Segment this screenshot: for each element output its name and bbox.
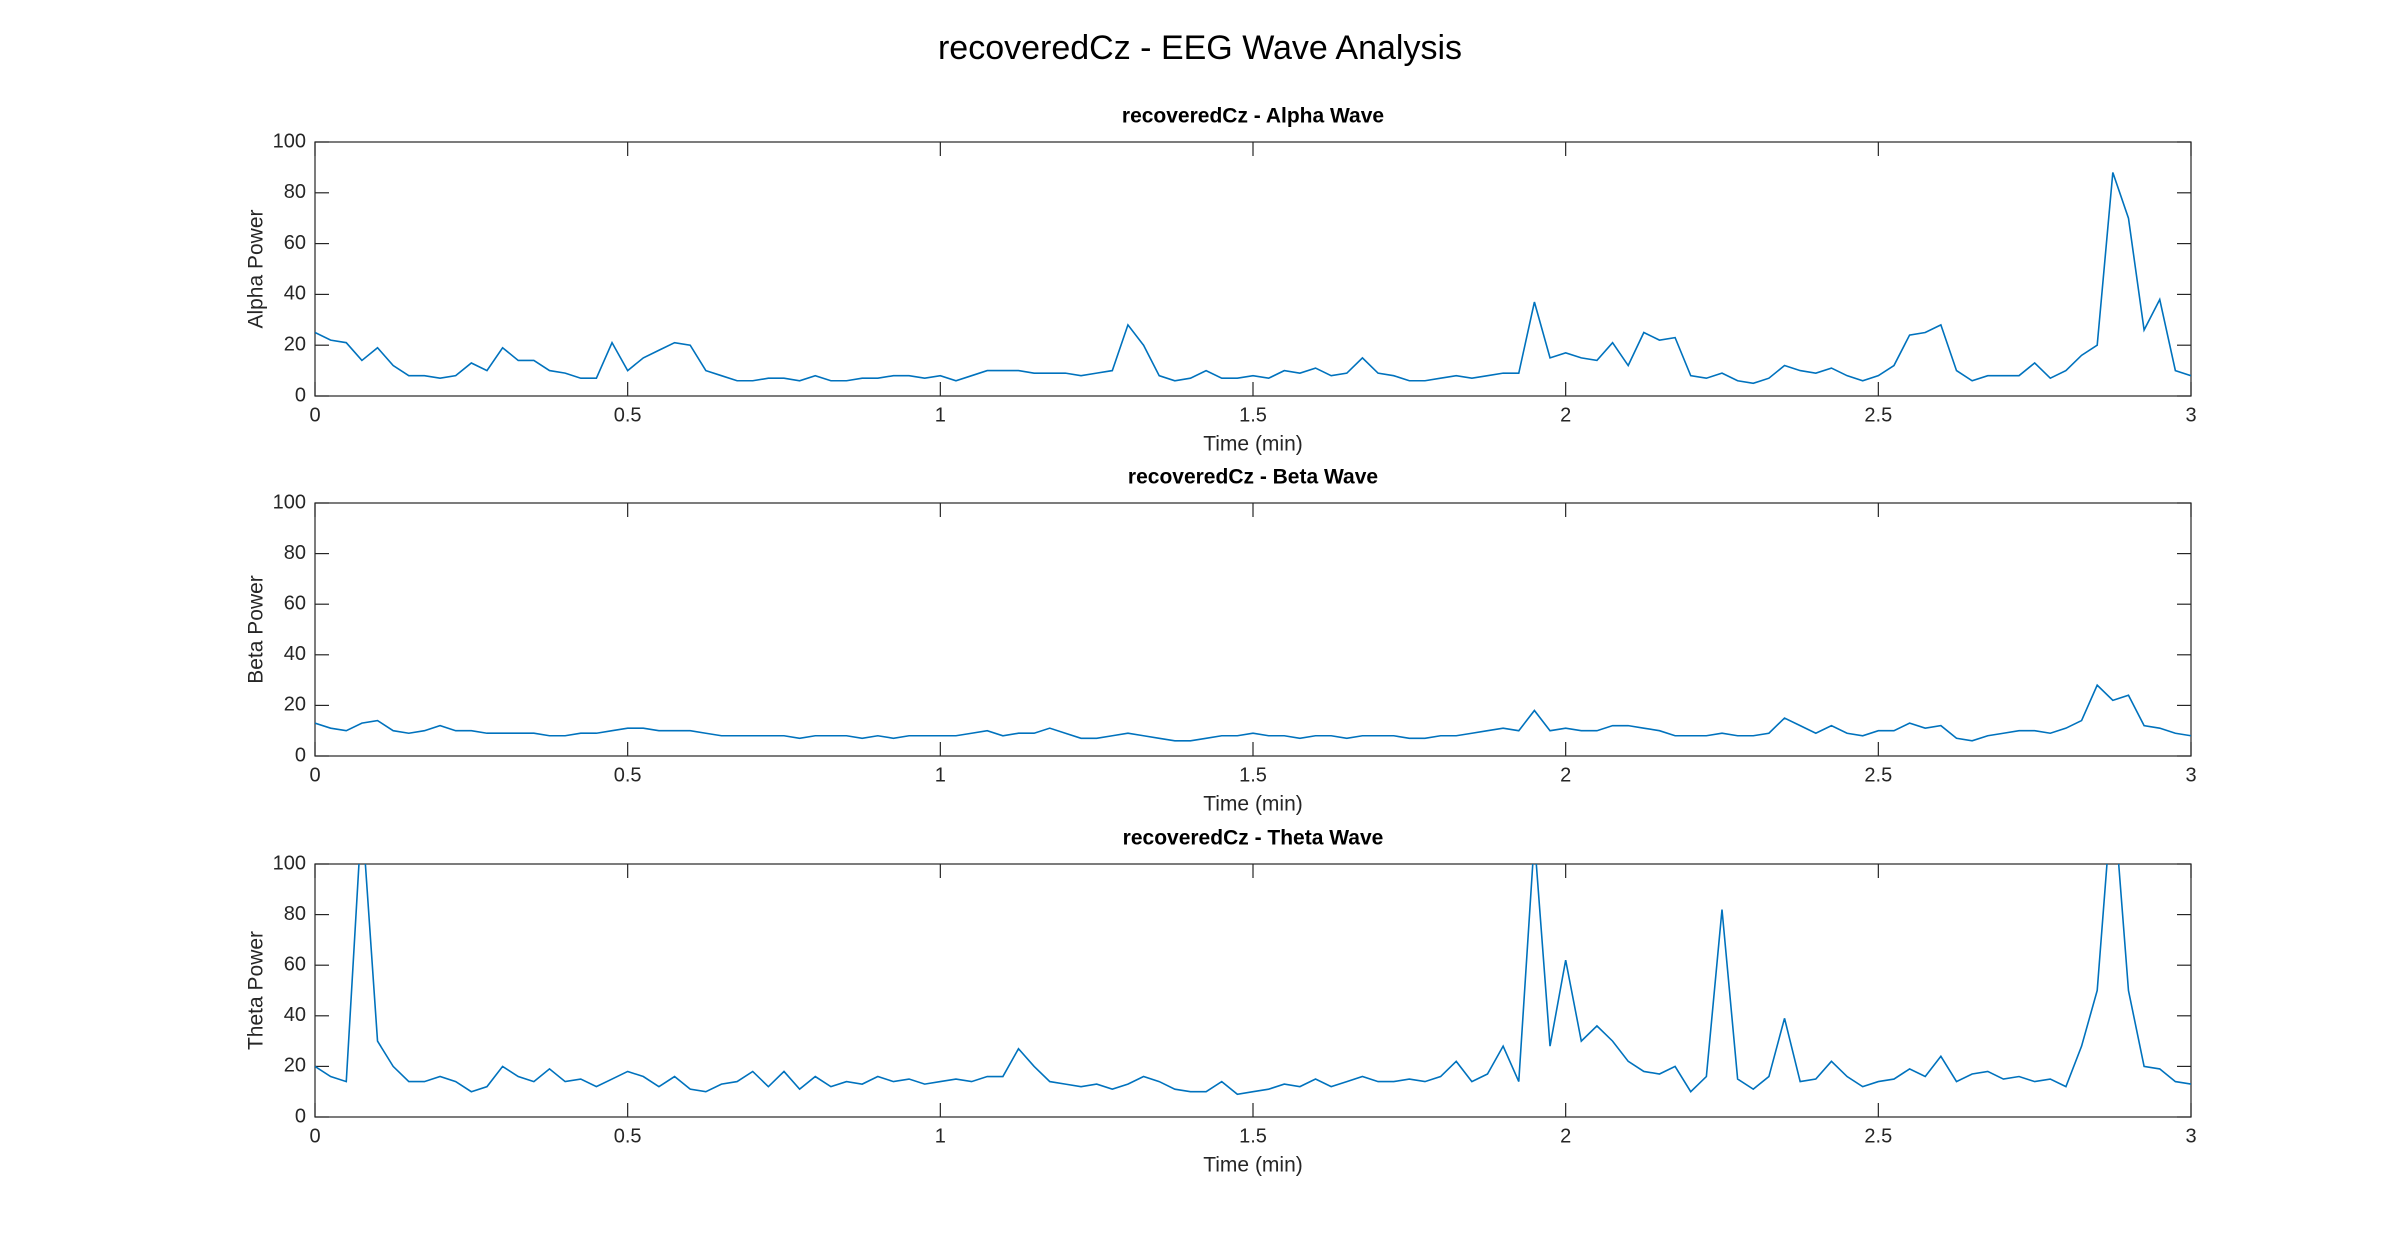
x-tick-label: 2.5 <box>1864 404 1892 426</box>
y-tick-label: 20 <box>284 1055 306 1077</box>
axes-box <box>314 502 2192 757</box>
x-tick-label: 1 <box>935 1125 946 1147</box>
y-axis-label: Theta Power <box>245 931 268 1050</box>
x-axis-label: Time (min) <box>1203 1154 1303 1177</box>
y-axis-label: Alpha Power <box>245 209 268 328</box>
axes-box <box>314 141 2192 397</box>
y-tick-label: 80 <box>284 542 306 564</box>
x-tick-label: 0.5 <box>614 1125 642 1147</box>
y-axis-label: Beta Power <box>245 575 268 684</box>
x-axis-label: Time (min) <box>1203 793 1303 816</box>
x-tick-label: 1.5 <box>1239 1125 1267 1147</box>
y-tick-label: 20 <box>284 694 306 716</box>
y-tick-label: 100 <box>273 130 306 152</box>
x-tick-label: 2 <box>1560 404 1571 426</box>
x-tick-label: 2 <box>1560 1125 1571 1147</box>
y-tick-label: 60 <box>284 232 306 254</box>
subplot-title: recoveredCz - Beta Wave <box>1128 466 1378 489</box>
y-tick-label: 80 <box>284 181 306 203</box>
x-tick-label: 2.5 <box>1864 1125 1892 1147</box>
x-tick-label: 1.5 <box>1239 404 1267 426</box>
y-tick-label: 0 <box>295 744 306 766</box>
x-tick-label: 1 <box>935 404 946 426</box>
x-tick-label: 3 <box>2185 764 2196 786</box>
y-tick-label: 0 <box>295 1105 306 1127</box>
y-tick-label: 40 <box>284 283 306 305</box>
subplot-title: recoveredCz - Theta Wave <box>1123 827 1384 850</box>
x-tick-label: 0 <box>309 1125 320 1147</box>
x-tick-label: 0 <box>309 764 320 786</box>
line-series <box>315 683 2191 742</box>
line-series <box>315 172 2191 385</box>
y-tick-label: 60 <box>284 953 306 975</box>
x-axis-label: Time (min) <box>1203 433 1303 456</box>
y-tick-label: 100 <box>273 852 306 874</box>
x-tick-label: 2 <box>1560 764 1571 786</box>
x-tick-label: 0.5 <box>614 764 642 786</box>
axes-box <box>314 863 2192 1118</box>
x-tick-label: 1 <box>935 764 946 786</box>
y-tick-label: 40 <box>284 1004 306 1026</box>
y-tick-label: 60 <box>284 592 306 614</box>
subplot: recoveredCz - Theta Wave 0 0.5 1 1.5 2 2.5 3 0 20… <box>245 827 2197 1177</box>
x-tick-label: 3 <box>2185 404 2196 426</box>
x-tick-label: 1.5 <box>1239 764 1267 786</box>
figure-title: recoveredCz - EEG Wave Analysis <box>938 29 1462 67</box>
y-tick-label: 80 <box>284 903 306 925</box>
subplot: recoveredCz - Alpha Wave 0 0.5 1 1.5 2 2.5 3 0 20… <box>245 105 2197 456</box>
x-tick-label: 2.5 <box>1864 764 1892 786</box>
x-tick-label: 3 <box>2185 1125 2196 1147</box>
y-tick-label: 20 <box>284 333 306 355</box>
x-tick-label: 0.5 <box>614 404 642 426</box>
subplot: recoveredCz - Beta Wave 0 0.5 1 1.5 2 2.5 3 0 20 4… <box>245 466 2197 816</box>
y-tick-label: 100 <box>273 491 306 513</box>
y-tick-label: 0 <box>295 384 306 406</box>
x-tick-label: 0 <box>309 404 320 426</box>
line-series <box>315 864 2191 1096</box>
subplot-title: recoveredCz - Alpha Wave <box>1122 105 1384 128</box>
y-tick-label: 40 <box>284 643 306 665</box>
